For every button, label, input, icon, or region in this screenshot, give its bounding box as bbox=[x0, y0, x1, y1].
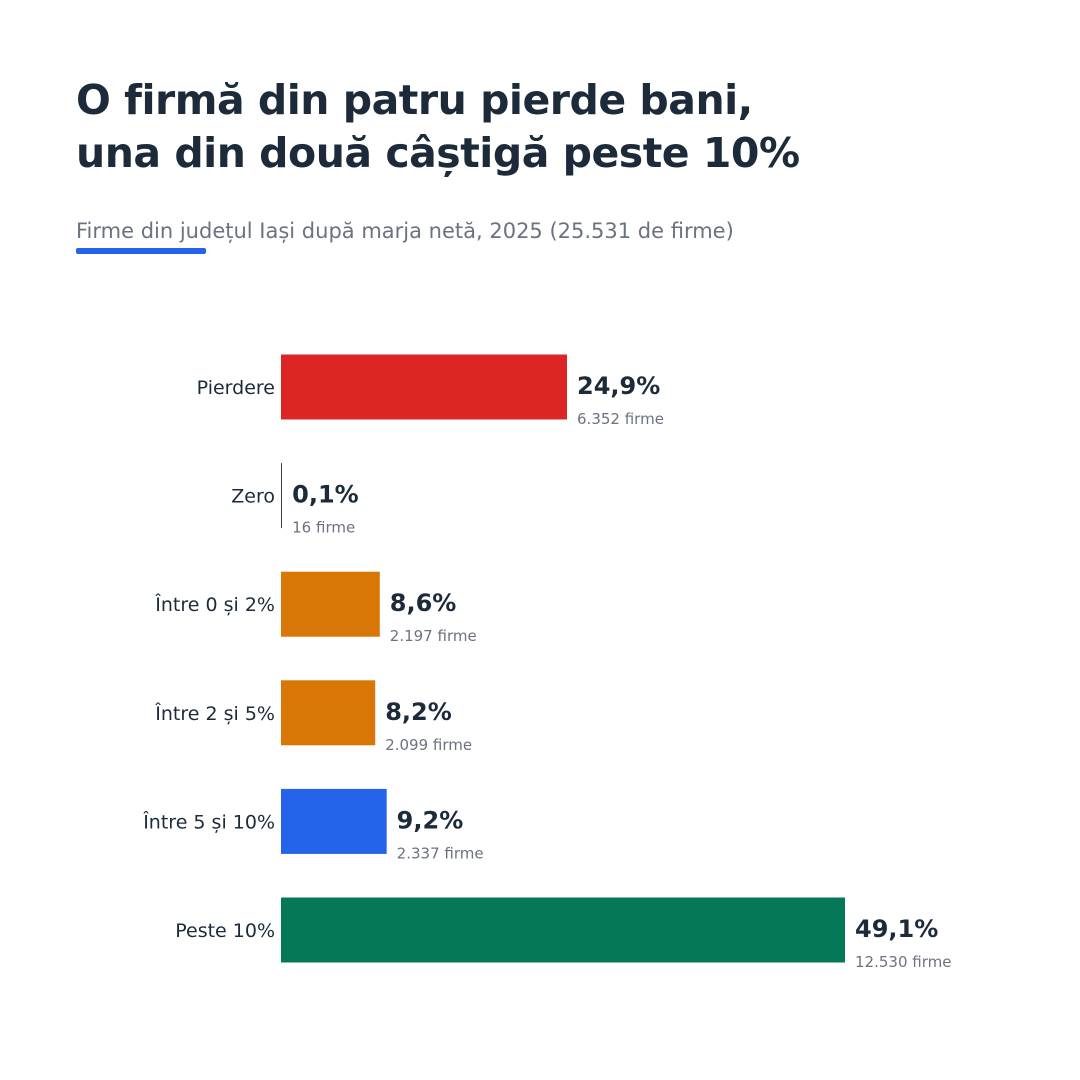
count-label: 6.352 firme bbox=[577, 410, 664, 428]
bar bbox=[281, 897, 845, 963]
category-label: Zero bbox=[231, 486, 275, 508]
chart-title: O firmă din patru pierde bani, una din d… bbox=[76, 74, 800, 180]
bar-row: Peste 10% 49,1% 12.530 firme bbox=[175, 897, 951, 971]
bar-row: Zero 0,1% 16 firme bbox=[231, 463, 359, 537]
value-label: 8,2% bbox=[385, 698, 452, 726]
bar-row: Între 5 și 10% 9,2% 2.337 firme bbox=[142, 788, 484, 862]
category-label: Între 2 și 5% bbox=[154, 702, 275, 725]
count-label: 16 firme bbox=[292, 519, 355, 537]
category-label: Între 0 și 2% bbox=[154, 593, 275, 616]
bar bbox=[281, 463, 282, 529]
count-label: 2.337 firme bbox=[397, 844, 484, 862]
value-label: 24,9% bbox=[577, 372, 660, 400]
bar-row: Între 0 și 2% 8,6% 2.197 firme bbox=[154, 571, 477, 645]
value-label: 9,2% bbox=[397, 806, 464, 834]
chart-subtitle: Firme din județul Iași după marja netă, … bbox=[76, 219, 734, 243]
bar-row: Între 2 și 5% 8,2% 2.099 firme bbox=[154, 680, 472, 754]
bar bbox=[281, 571, 380, 637]
chart-title-line-2: una din două câștigă peste 10% bbox=[76, 129, 800, 177]
category-label: Peste 10% bbox=[175, 920, 275, 942]
value-label: 49,1% bbox=[855, 915, 938, 943]
category-label: Între 5 și 10% bbox=[142, 810, 275, 833]
bar bbox=[281, 354, 568, 420]
count-label: 12.530 firme bbox=[855, 953, 951, 971]
chart-title-line-1: O firmă din patru pierde bani, bbox=[76, 76, 753, 124]
value-label: 0,1% bbox=[292, 481, 359, 509]
count-label: 2.197 firme bbox=[390, 627, 477, 645]
bar bbox=[281, 788, 387, 854]
category-label: Pierdere bbox=[197, 377, 275, 399]
value-label: 8,6% bbox=[390, 589, 457, 617]
count-label: 2.099 firme bbox=[385, 736, 472, 754]
bar bbox=[281, 680, 376, 746]
subtitle-accent-bar bbox=[76, 248, 206, 254]
bar-row: Pierdere 24,9% 6.352 firme bbox=[197, 354, 664, 428]
